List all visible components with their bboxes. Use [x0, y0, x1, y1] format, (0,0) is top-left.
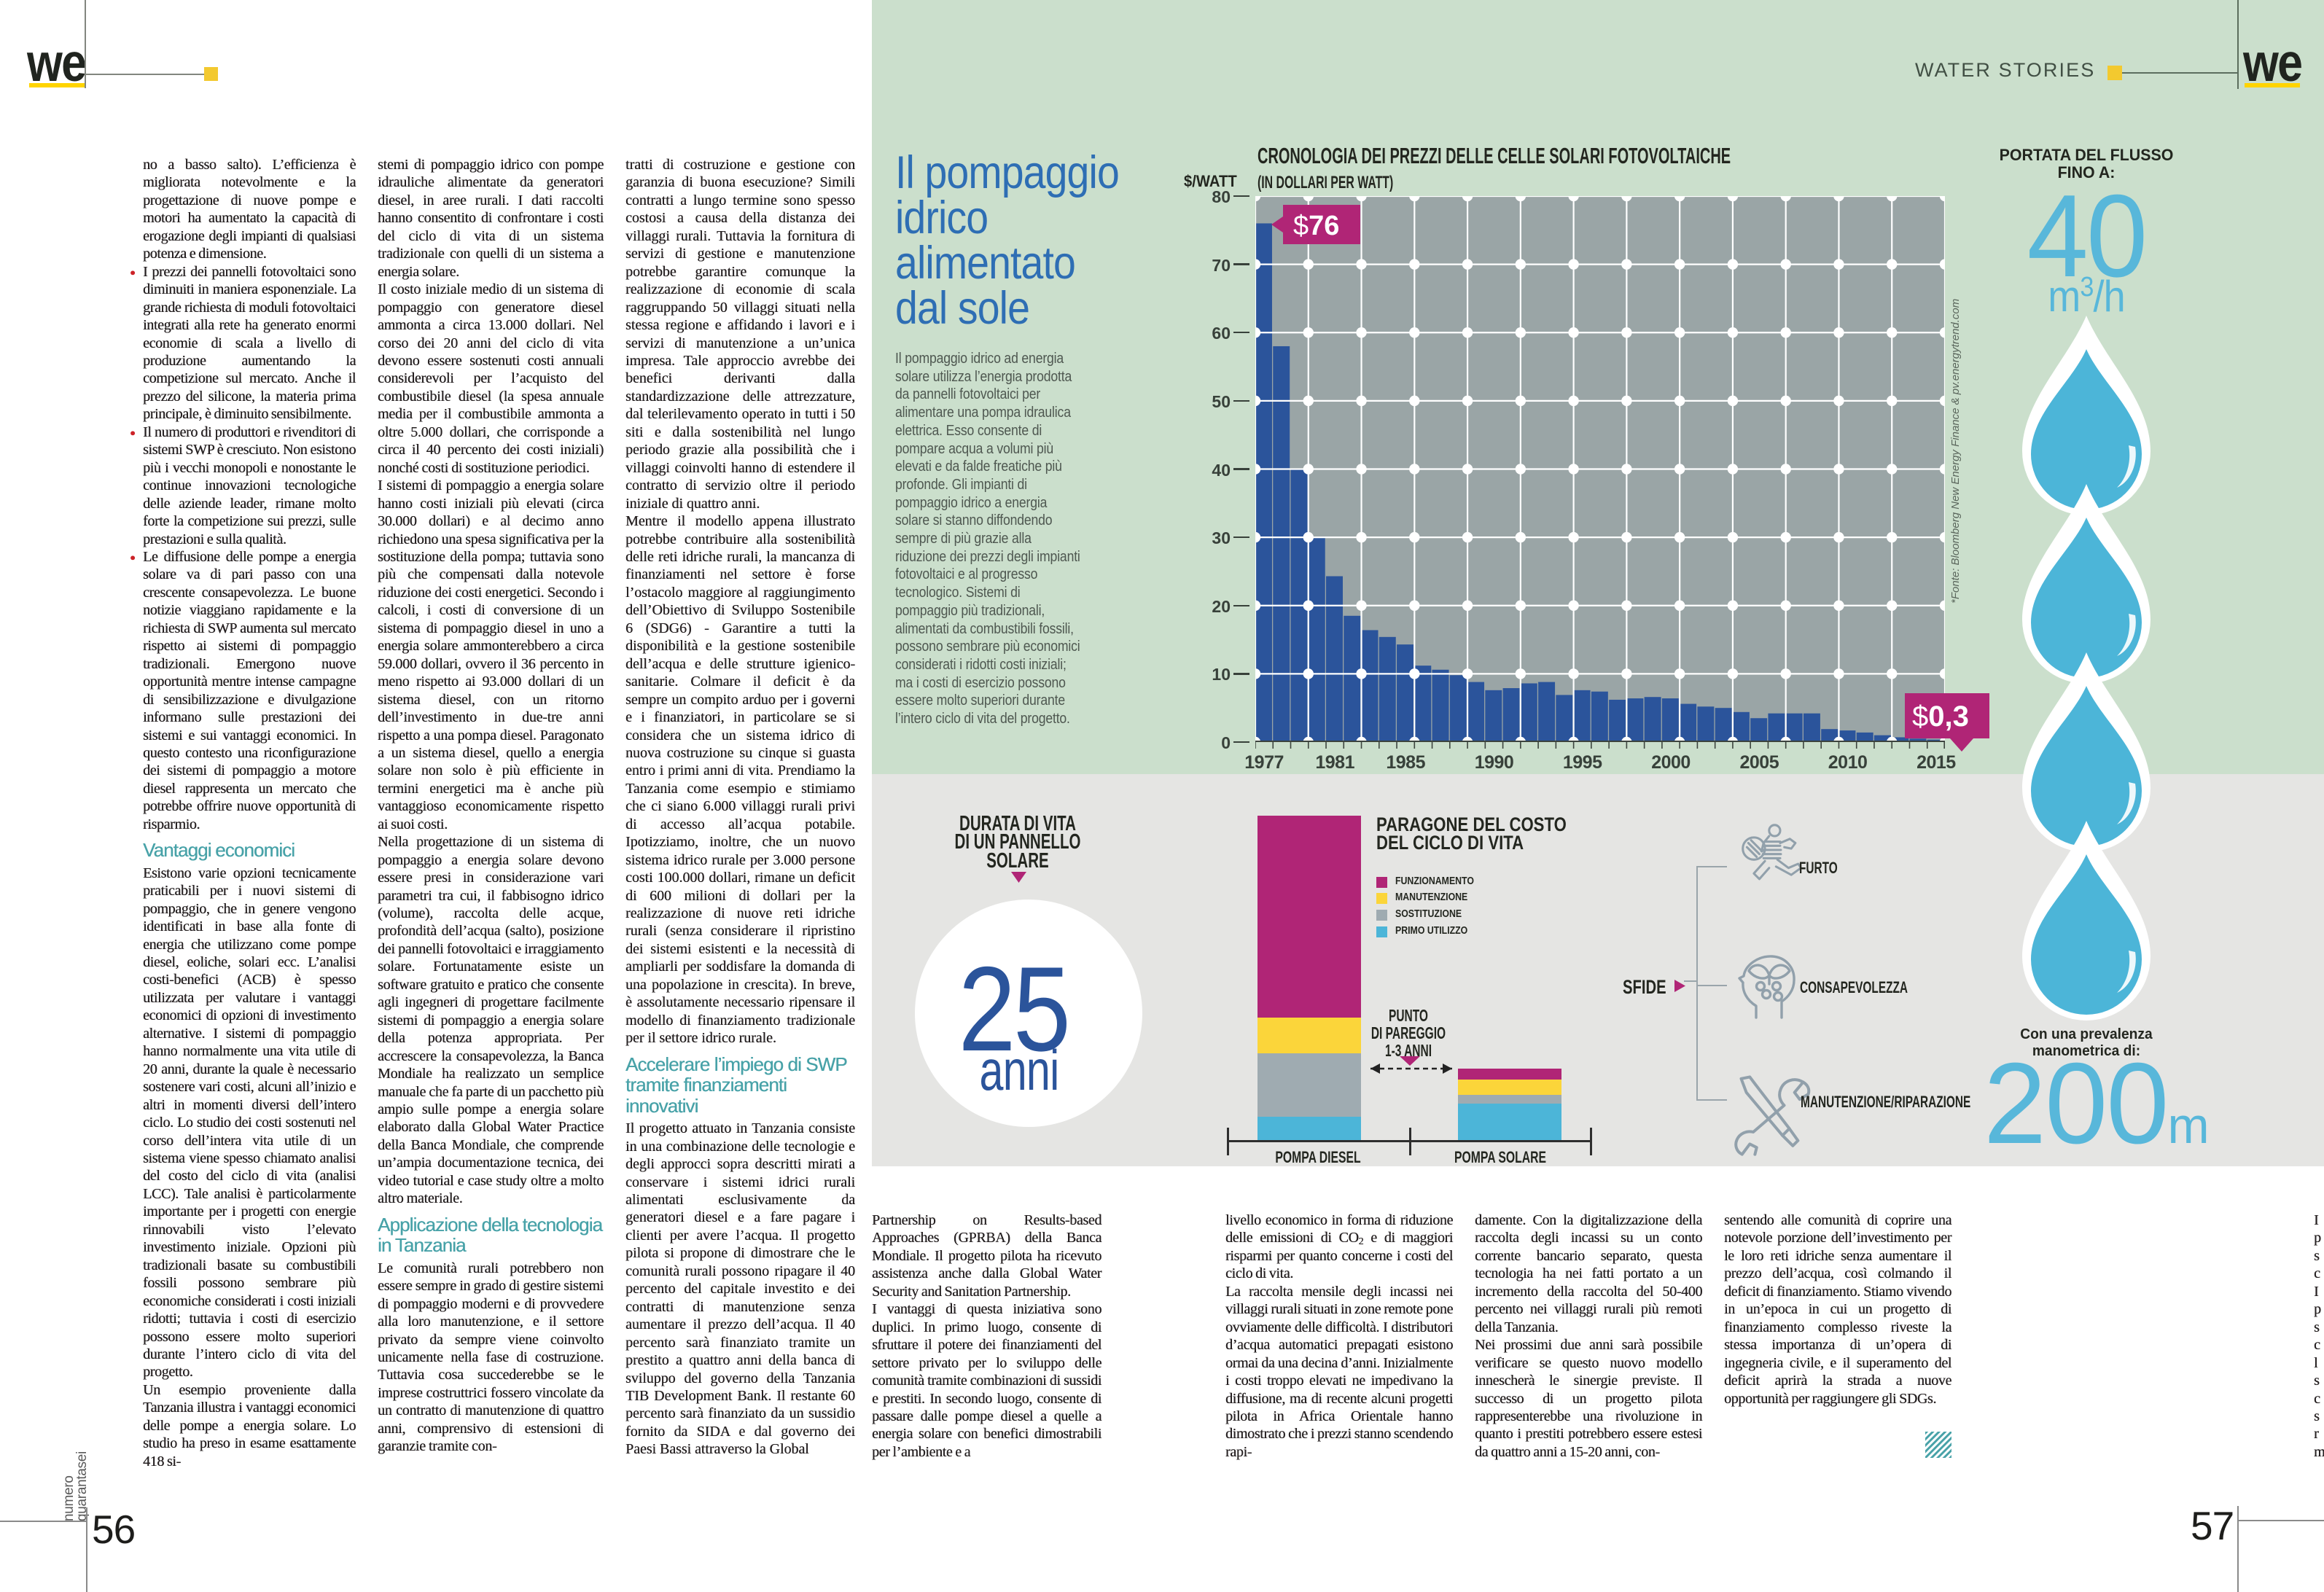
svg-text:$76: $76: [1293, 211, 1339, 241]
svg-text:$0,3: $0,3: [1912, 701, 1969, 733]
